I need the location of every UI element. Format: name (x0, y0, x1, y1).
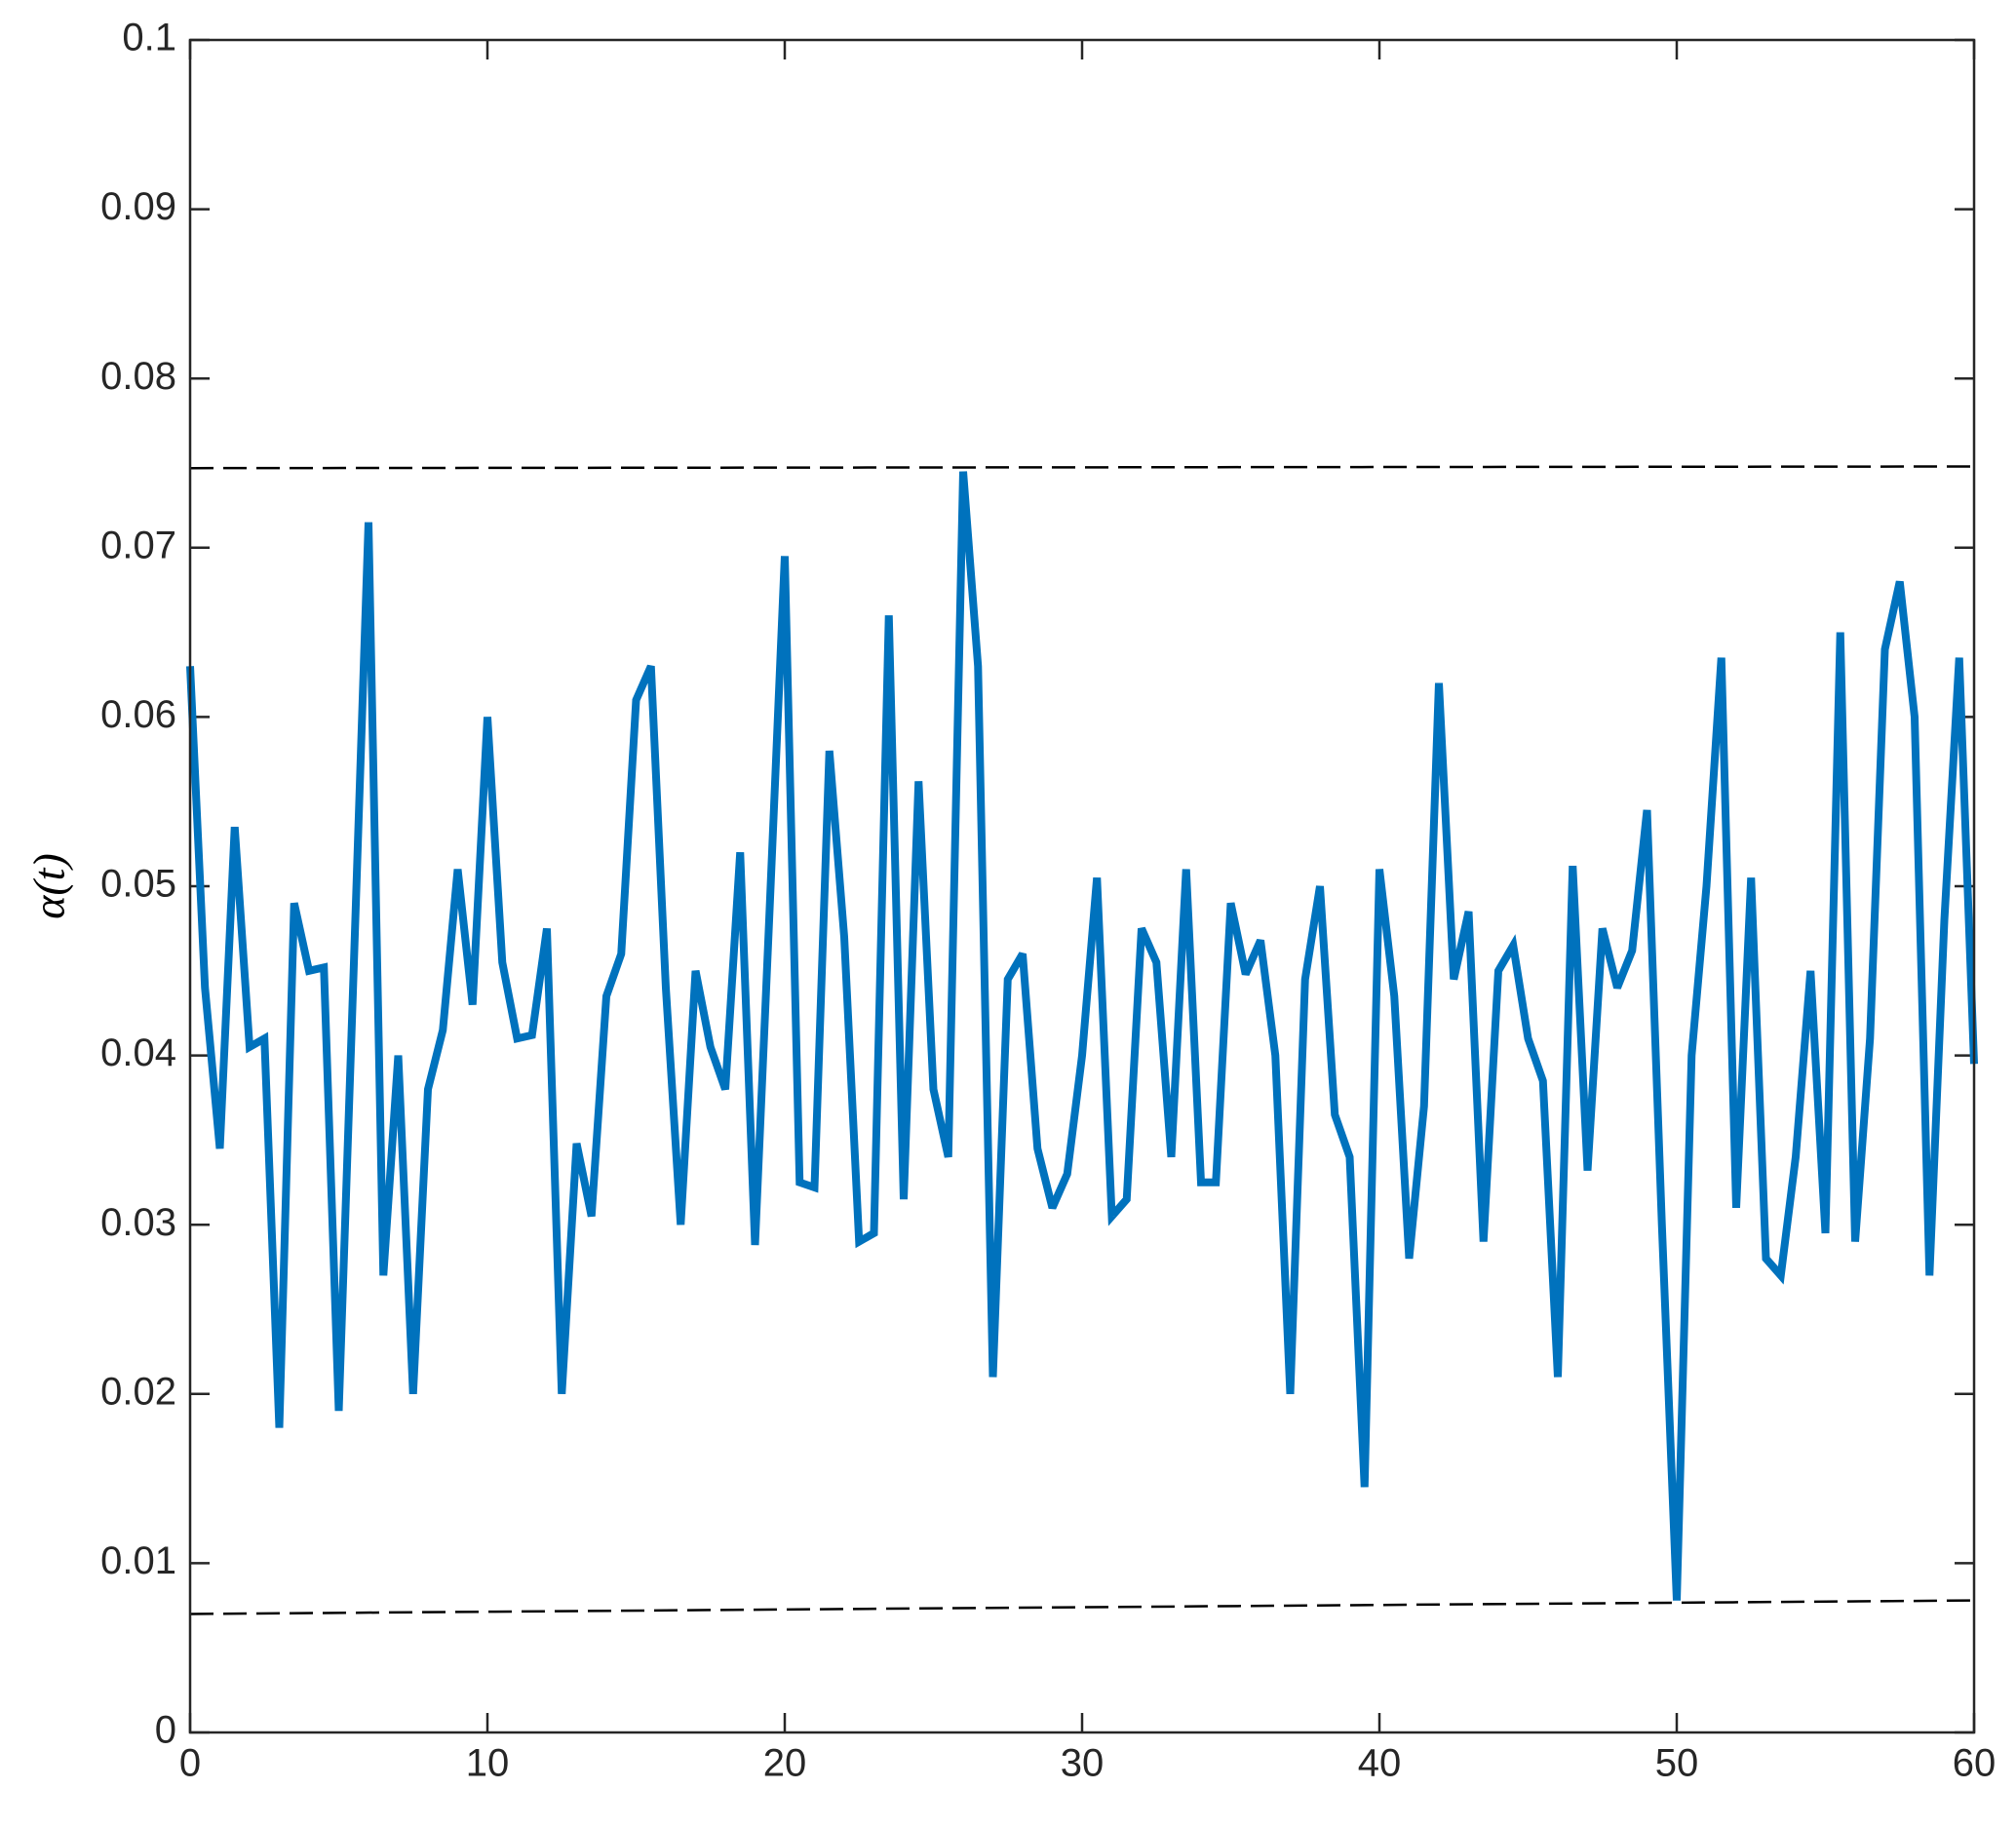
y-tick-label: 0.05 (100, 863, 176, 906)
x-tick-label: 10 (466, 1742, 510, 1785)
y-axis-label: α(t) (24, 853, 74, 919)
y-tick-label: 0.01 (100, 1539, 176, 1582)
x-tick-label: 0 (179, 1742, 201, 1785)
x-tick-label: 30 (1061, 1742, 1105, 1785)
y-tick-label: 0.06 (100, 693, 176, 736)
y-tick-label: 0.08 (100, 355, 176, 398)
y-tick-label: 0.07 (100, 524, 176, 566)
y-tick-label: 0 (155, 1709, 176, 1752)
x-tick-label: 50 (1655, 1742, 1699, 1785)
bound-line (189, 465, 1975, 470)
plot-frame (188, 38, 1976, 1734)
bound-line (189, 1599, 1975, 1615)
y-tick-label: 0.03 (100, 1201, 176, 1244)
y-tick-label: 0.1 (122, 17, 176, 59)
x-tick-label: 40 (1358, 1742, 1402, 1785)
y-tick-label: 0.04 (100, 1031, 176, 1074)
x-tick-label: 20 (763, 1742, 807, 1785)
y-tick-label: 0.09 (100, 185, 176, 228)
x-tick-label: 60 (1953, 1742, 1997, 1785)
data-line (186, 471, 1978, 1601)
y-tick-label: 0.02 (100, 1370, 176, 1413)
